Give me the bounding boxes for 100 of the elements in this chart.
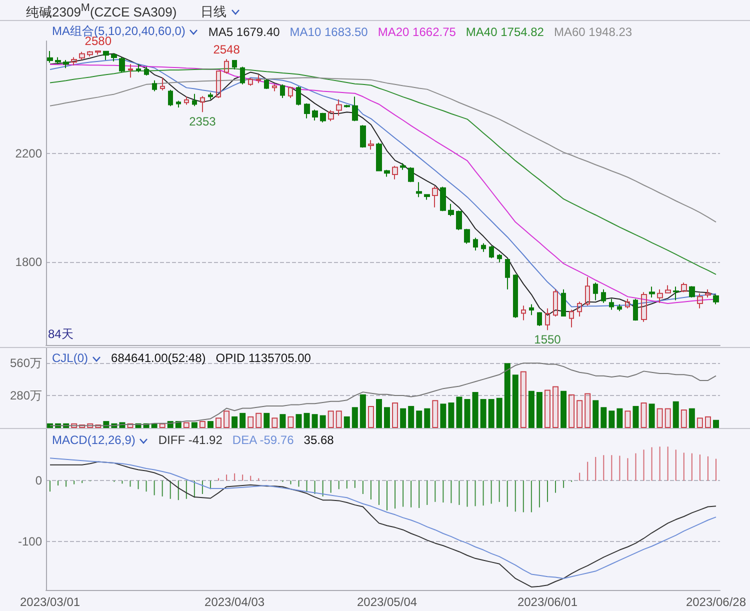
bar (544, 390, 550, 428)
candlestick (673, 286, 679, 301)
candlestick (63, 60, 69, 69)
bar (320, 415, 326, 428)
candlestick (513, 274, 518, 318)
y-tick-label: 1800 (15, 255, 42, 270)
y-tick-label: 560万 (10, 356, 42, 370)
candlestick (593, 282, 598, 301)
candlestick (288, 86, 293, 98)
bar (368, 406, 374, 428)
bar (344, 416, 350, 428)
candlestick (119, 56, 125, 73)
annotation: CJL(0) (52, 351, 90, 365)
candlestick (344, 104, 350, 108)
text: MA60 1948.23 (554, 24, 632, 38)
bar (304, 412, 310, 428)
annotation: 1550 (534, 332, 562, 347)
bar (232, 416, 238, 428)
chart-title: 纯碱2309$^{M}$(CZCE SA309) (26, 2, 177, 22)
candlestick (103, 50, 109, 60)
candlestick (497, 254, 502, 263)
bar (448, 402, 454, 428)
candlestick (617, 304, 622, 312)
bar (608, 410, 615, 428)
candlestick (705, 288, 711, 298)
candlestick (264, 78, 269, 90)
bar (408, 406, 414, 428)
bar (528, 390, 534, 428)
text: DIFF -41.92 (158, 433, 222, 447)
x-tick-label: 2023/06/01 (517, 595, 578, 609)
text: MA40 1754.82 (466, 24, 544, 38)
candlestick (360, 124, 366, 148)
bar (207, 421, 214, 428)
annotation: 2548 (213, 42, 240, 57)
y-tick-label: 0 (35, 474, 42, 488)
bar (312, 414, 318, 428)
candlestick (657, 288, 663, 304)
bar (272, 418, 278, 428)
candlestick (95, 50, 101, 56)
bar (256, 412, 262, 428)
candlestick (312, 109, 318, 122)
candlestick (585, 276, 590, 306)
candlestick (87, 50, 93, 57)
candlestick (55, 56, 61, 65)
bar (384, 407, 390, 428)
candlestick (561, 288, 566, 317)
candlestick (537, 312, 542, 326)
candlestick (641, 292, 647, 322)
candlestick (384, 169, 390, 178)
annotation: OPID 1135705.00 (216, 351, 311, 365)
annotation: 2353 (189, 114, 216, 129)
bar (496, 398, 502, 428)
y-tick-label: -100 (18, 534, 42, 548)
annotation: MACD(12,26,9) (52, 433, 136, 447)
bar (664, 408, 671, 428)
candlestick (232, 60, 237, 70)
text: MA20 1662.75 (378, 24, 456, 38)
candlestick (256, 74, 261, 84)
candlestick (111, 52, 117, 62)
candlestick (424, 194, 430, 200)
bar (568, 394, 575, 428)
annotation: 684641.00(52:48) (111, 351, 206, 365)
candlestick (456, 210, 462, 231)
candlestick (328, 110, 334, 122)
candlestick (521, 305, 526, 321)
bar (520, 371, 526, 428)
candlestick (240, 66, 245, 85)
bar (336, 410, 342, 428)
bar (696, 418, 703, 428)
candlestick (352, 96, 358, 122)
candlestick (505, 258, 510, 290)
x-tick-label: 2023/04/03 (204, 595, 265, 609)
candlestick (440, 186, 446, 212)
bar (159, 423, 166, 428)
candlestick (272, 84, 277, 92)
annotation: 35.68 (304, 433, 334, 447)
candlestick (71, 56, 77, 66)
candlestick (432, 186, 438, 208)
bar (376, 399, 382, 428)
text: MA5 1679.40 (208, 24, 280, 38)
bar (560, 390, 567, 428)
bar (512, 374, 518, 428)
candlestick (633, 298, 638, 322)
candlestick (320, 112, 326, 123)
candlestick (625, 298, 630, 309)
candlestick (136, 64, 141, 73)
bar (624, 410, 631, 428)
candlestick (601, 288, 606, 304)
candlestick (577, 301, 582, 317)
y-tick-label: 280万 (10, 388, 42, 403)
candlestick (176, 100, 181, 108)
bar (472, 392, 478, 428)
bar (352, 407, 358, 428)
line-series (50, 77, 716, 223)
annotation: 84天 (48, 326, 74, 343)
bar (680, 409, 687, 428)
candlestick (665, 284, 671, 294)
x-tick-label: 2023/05/04 (356, 595, 418, 609)
candlestick (609, 298, 614, 310)
candlestick (184, 96, 189, 106)
